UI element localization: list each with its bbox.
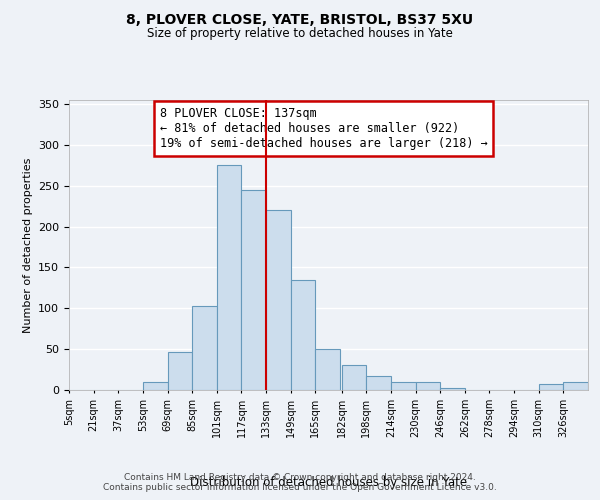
Bar	[440, 388, 465, 390]
Bar	[192, 306, 217, 390]
Bar	[291, 280, 316, 390]
Text: Size of property relative to detached houses in Yate: Size of property relative to detached ho…	[147, 28, 453, 40]
Bar	[217, 166, 241, 390]
Text: 8 PLOVER CLOSE: 137sqm
← 81% of detached houses are smaller (922)
19% of semi-de: 8 PLOVER CLOSE: 137sqm ← 81% of detached…	[160, 108, 488, 150]
Bar	[167, 352, 192, 390]
X-axis label: Distribution of detached houses by size in Yate: Distribution of detached houses by size …	[190, 476, 467, 489]
Bar	[391, 382, 416, 390]
Bar	[539, 384, 563, 390]
Y-axis label: Number of detached properties: Number of detached properties	[23, 158, 32, 332]
Bar	[143, 382, 167, 390]
Bar	[416, 382, 440, 390]
Text: 8, PLOVER CLOSE, YATE, BRISTOL, BS37 5XU: 8, PLOVER CLOSE, YATE, BRISTOL, BS37 5XU	[127, 12, 473, 26]
Text: Contains HM Land Registry data © Crown copyright and database right 2024.
Contai: Contains HM Land Registry data © Crown c…	[103, 473, 497, 492]
Bar	[341, 366, 366, 390]
Bar	[563, 382, 588, 390]
Bar	[241, 190, 266, 390]
Bar	[316, 349, 340, 390]
Bar	[266, 210, 291, 390]
Bar	[366, 376, 391, 390]
